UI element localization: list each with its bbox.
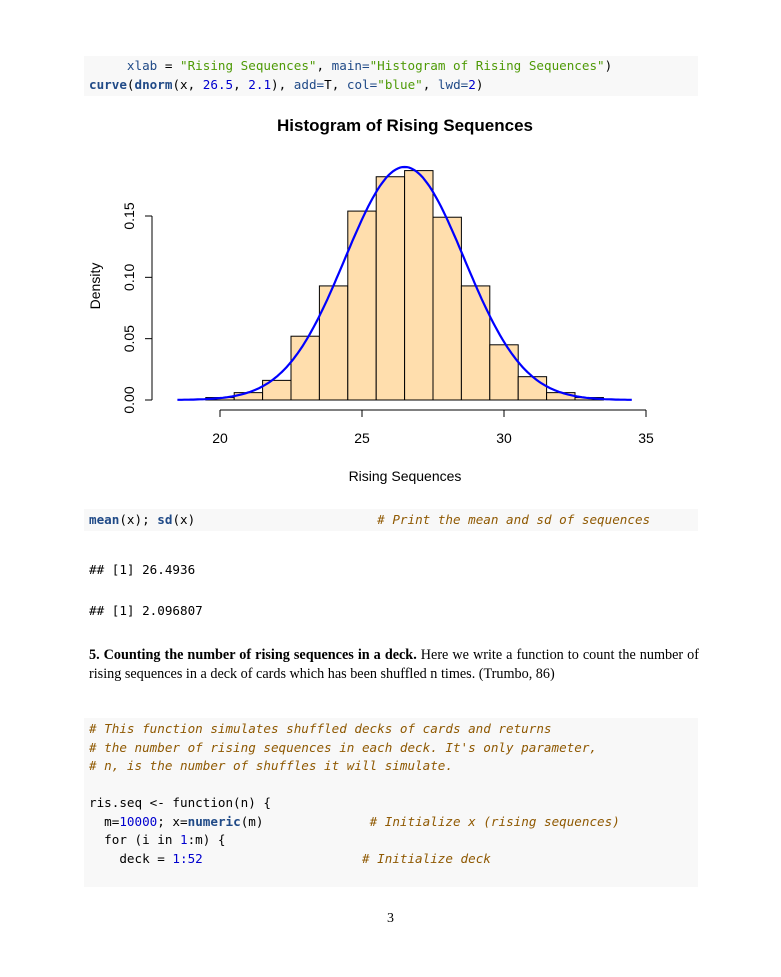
section-body: Here we write a function to count the nu… bbox=[89, 647, 700, 682]
page-number: 3 bbox=[387, 911, 394, 926]
histogram-bar bbox=[375, 176, 406, 401]
code-token: ( bbox=[126, 76, 135, 92]
code-block-mean-sd: mean(x); sd(x) # Print the mean and sd o… bbox=[84, 509, 698, 531]
code-token: # Print the mean and sd of sequences bbox=[377, 512, 651, 527]
code-line: for (i in 1:m) { bbox=[89, 831, 698, 850]
histogram-bar bbox=[233, 392, 264, 401]
code-token: numeric bbox=[187, 813, 241, 829]
histogram-chart: Histogram of Rising Sequences Density Ri… bbox=[87, 116, 654, 484]
code-line: m=10000; x=numeric(m) # Initialize x (ri… bbox=[89, 813, 698, 832]
x-axis-label: Rising Sequences bbox=[349, 468, 462, 484]
code-token: for (i in bbox=[89, 832, 180, 847]
code-token: (x, bbox=[172, 76, 203, 92]
code-token: xlab bbox=[126, 58, 158, 73]
code-token: lwd= bbox=[437, 76, 469, 92]
code-token: "blue" bbox=[377, 76, 423, 92]
histogram-bar bbox=[546, 392, 576, 401]
code-token: sd bbox=[157, 512, 173, 527]
histogram-bar bbox=[460, 285, 491, 401]
normal-density-curve bbox=[177, 165, 632, 401]
code-token: 2.1 bbox=[248, 76, 272, 92]
code-token: 26.5 bbox=[202, 76, 234, 92]
code-token: # This function simulates shuffled decks… bbox=[89, 721, 552, 736]
y-axis-label: Density bbox=[87, 263, 103, 310]
output-sd: ## [1] 2.096807 bbox=[89, 603, 203, 618]
code-line: # This function simulates shuffled decks… bbox=[89, 720, 698, 739]
code-token: 10000 bbox=[119, 813, 158, 829]
code-token: (x) bbox=[172, 512, 378, 527]
code-token: ; x= bbox=[157, 813, 188, 829]
code-token: ), bbox=[271, 76, 294, 92]
code-token: , bbox=[422, 76, 438, 92]
code-token: col= bbox=[346, 76, 378, 92]
code-token: :m) { bbox=[187, 832, 226, 847]
y-tick-label: 0.05 bbox=[121, 325, 137, 352]
x-tick-label: 20 bbox=[212, 430, 228, 446]
code-token: curve bbox=[89, 76, 127, 92]
code-token: T, bbox=[324, 76, 347, 92]
code-token: m= bbox=[89, 813, 120, 829]
code-line: mean(x); sd(x) # Print the mean and sd o… bbox=[89, 511, 698, 530]
code-token: dnorm bbox=[134, 76, 173, 92]
code-token bbox=[89, 58, 127, 73]
code-token: # the number of rising sequences in each… bbox=[89, 739, 597, 755]
code-line: # the number of rising sequences in each… bbox=[89, 739, 698, 758]
code-token: ris.seq <- function(n) { bbox=[89, 795, 271, 810]
code-token: # n, is the number of shuffles it will s… bbox=[89, 758, 453, 773]
output-mean: ## [1] 26.4936 bbox=[89, 562, 196, 577]
y-tick-label: 0.00 bbox=[121, 386, 137, 413]
histogram-bar bbox=[404, 170, 434, 401]
code-token: mean bbox=[89, 512, 120, 527]
histogram-bar bbox=[290, 335, 320, 401]
code-token: ) bbox=[475, 76, 484, 92]
code-token: (x); bbox=[119, 512, 158, 527]
code-token: deck = bbox=[89, 850, 173, 866]
x-tick-label: 35 bbox=[638, 430, 654, 446]
code-line: deck = 1:52 # Initialize deck bbox=[89, 850, 698, 869]
code-token: (m) bbox=[240, 813, 370, 829]
code-token: "Histogram of Rising Sequences" bbox=[369, 58, 605, 73]
code-token: ) bbox=[604, 58, 613, 73]
section-paragraph: 5. Counting the number of rising sequenc… bbox=[89, 646, 699, 684]
section-heading: 5. Counting the number of rising sequenc… bbox=[89, 647, 417, 663]
code-token: , bbox=[233, 76, 249, 92]
chart-title: Histogram of Rising Sequences bbox=[277, 116, 533, 135]
code-token bbox=[203, 851, 362, 866]
y-tick-label: 0.10 bbox=[121, 263, 137, 290]
code-token: 2 bbox=[468, 76, 476, 92]
code-line: ris.seq <- function(n) { bbox=[89, 794, 698, 813]
x-tick-label: 30 bbox=[496, 430, 512, 446]
histogram-bar bbox=[318, 285, 349, 401]
code-token: 1:52 bbox=[172, 850, 203, 866]
code-token: main= bbox=[331, 58, 370, 73]
code-block-ris-seq: # This function simulates shuffled decks… bbox=[84, 718, 698, 887]
code-token: # Initialize deck bbox=[361, 850, 491, 866]
code-token: 1 bbox=[180, 832, 188, 847]
code-token: "Rising Sequences" bbox=[180, 58, 317, 73]
code-token: # Initialize x (rising sequences) bbox=[369, 813, 620, 829]
code-block-histogram: xlab = "Rising Sequences", main="Histogr… bbox=[84, 56, 698, 96]
code-line: curve(dnorm(x, 26.5, 2.1), add=T, col="b… bbox=[89, 76, 698, 95]
code-token: = bbox=[157, 58, 181, 73]
histogram-bar bbox=[489, 344, 519, 401]
code-token: , bbox=[316, 58, 332, 73]
code-token: add= bbox=[293, 76, 325, 92]
code-line bbox=[89, 776, 698, 795]
code-line: # n, is the number of shuffles it will s… bbox=[89, 757, 698, 776]
y-tick-label: 0.15 bbox=[121, 202, 137, 229]
code-line: xlab = "Rising Sequences", main="Histogr… bbox=[89, 57, 698, 76]
x-tick-label: 25 bbox=[354, 430, 370, 446]
histogram-bar bbox=[517, 376, 548, 401]
